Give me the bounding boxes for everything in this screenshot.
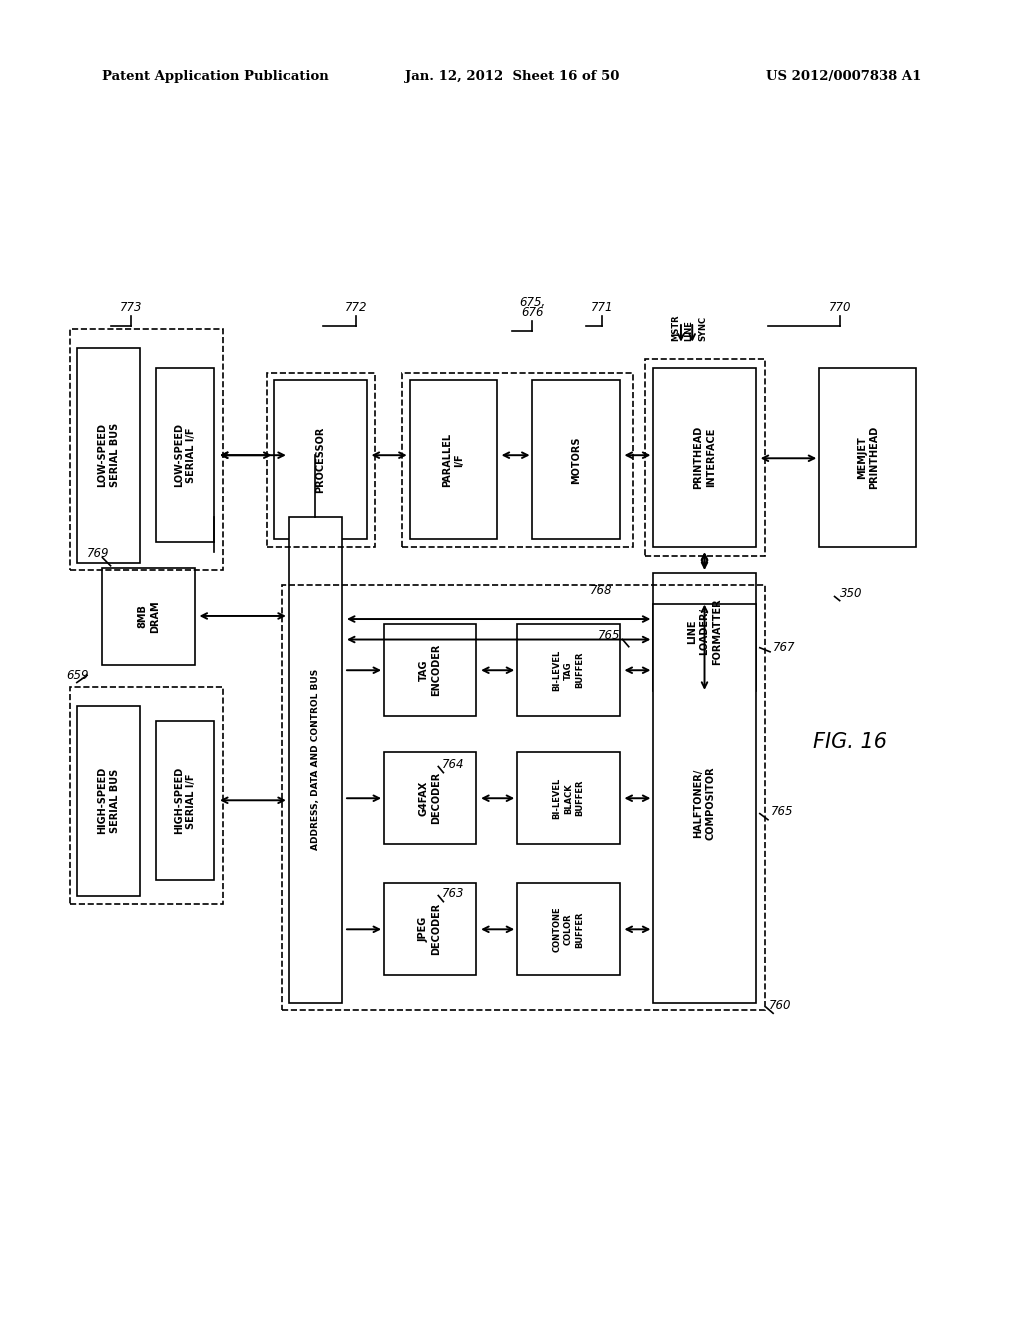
Text: 659: 659 [67,669,89,682]
Text: HIGH-SPEED
SERIAL BUS: HIGH-SPEED SERIAL BUS [97,767,120,834]
Bar [384,883,476,975]
Text: 770: 770 [828,301,851,314]
Text: HIGH-SPEED
SERIAL I/F: HIGH-SPEED SERIAL I/F [174,767,196,834]
Text: LINE: LINE [685,319,693,341]
Bar [274,380,367,539]
Text: Patent Application Publication: Patent Application Publication [102,70,329,83]
Bar [653,368,756,548]
Bar [384,624,476,717]
Text: BI-LEVEL
TAG
BUFFER: BI-LEVEL TAG BUFFER [553,649,584,690]
Bar [282,585,765,1010]
Text: PRINTHEAD
INTERFACE: PRINTHEAD INTERFACE [693,426,716,490]
Text: ADDRESS, DATA AND CONTROL BUS: ADDRESS, DATA AND CONTROL BUS [311,669,319,850]
Text: LOW-SPEED
SERIAL BUS: LOW-SPEED SERIAL BUS [97,424,120,487]
Text: 765: 765 [598,628,621,642]
Bar [77,706,140,895]
Text: BI-LEVEL
BLACK
BUFFER: BI-LEVEL BLACK BUFFER [553,777,584,818]
Bar [410,380,497,539]
Text: 767: 767 [773,642,796,655]
Bar [653,573,756,690]
Text: SYNC: SYNC [698,315,707,341]
Bar [102,568,195,665]
Text: MEMJET
PRINTHEAD: MEMJET PRINTHEAD [857,426,879,490]
Text: LINE
LOADER/
FORMATTER: LINE LOADER/ FORMATTER [687,598,722,665]
Bar [645,359,765,556]
Bar [517,883,620,975]
Bar [653,603,756,1003]
Bar [402,374,633,548]
Text: 769: 769 [87,546,110,560]
Text: US 2012/0007838 A1: US 2012/0007838 A1 [766,70,922,83]
Text: JPEG
DECODER: JPEG DECODER [419,903,441,956]
Text: 768: 768 [590,583,612,597]
Text: LOW-SPEED
SERIAL I/F: LOW-SPEED SERIAL I/F [174,424,196,487]
Bar [384,752,476,845]
Text: PARALLEL
I/F: PARALLEL I/F [442,433,464,487]
Bar [517,752,620,845]
Bar [267,374,375,548]
Text: 773: 773 [120,301,142,314]
Text: PROCESSOR: PROCESSOR [315,426,326,492]
Text: TAG
ENCODER: TAG ENCODER [419,644,441,697]
Text: FIG. 16: FIG. 16 [813,731,887,752]
Text: MOTORS: MOTORS [571,436,581,483]
Text: Jan. 12, 2012  Sheet 16 of 50: Jan. 12, 2012 Sheet 16 of 50 [404,70,620,83]
Text: MSTR: MSTR [672,314,680,341]
Text: 350: 350 [840,587,862,599]
Text: 763: 763 [442,887,465,900]
Bar [532,380,620,539]
Text: 771: 771 [591,301,613,314]
Bar [819,368,916,548]
Bar [77,347,140,562]
Bar [156,368,214,543]
Text: HALFTONER/
COMPOSITOR: HALFTONER/ COMPOSITOR [693,767,716,840]
Text: G4FAX
DECODER: G4FAX DECODER [419,772,441,825]
Bar [289,516,342,1003]
Text: 764: 764 [442,758,465,771]
Text: 8MB
DRAM: 8MB DRAM [137,601,160,632]
Text: 772: 772 [345,301,368,314]
Text: 765: 765 [771,805,794,818]
Text: 760: 760 [769,999,792,1011]
Bar [70,329,223,570]
Bar [156,722,214,880]
Text: CONTONE
COLOR
BUFFER: CONTONE COLOR BUFFER [553,907,584,952]
Bar [517,624,620,717]
Bar [70,686,223,904]
Text: 675,: 675, [519,296,546,309]
Text: 676: 676 [521,306,544,319]
